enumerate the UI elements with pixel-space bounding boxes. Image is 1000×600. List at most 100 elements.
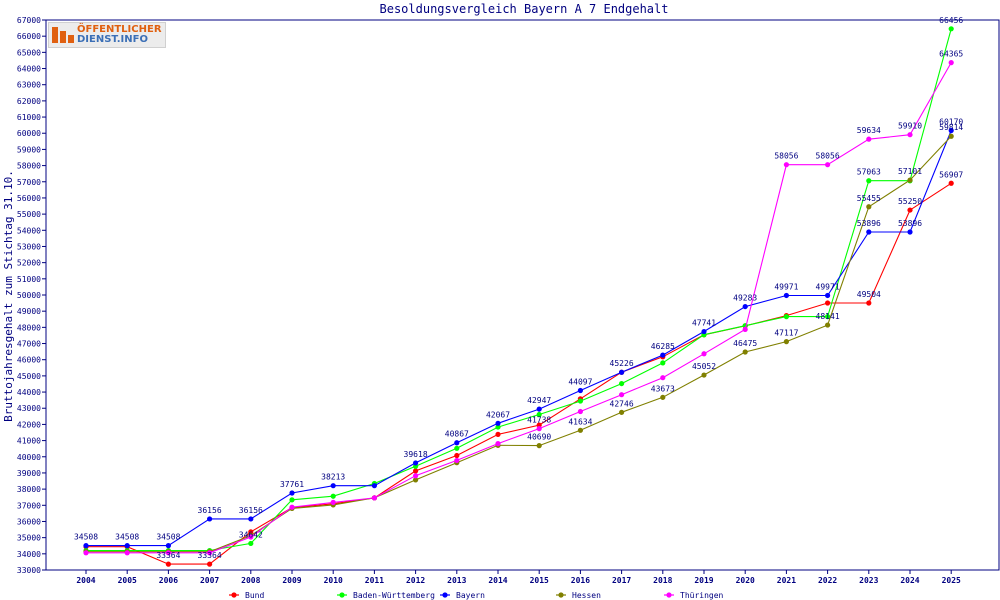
data-point-bund-2008: [248, 529, 254, 535]
data-label-hessen-2021: 47117: [774, 329, 798, 338]
data-point-th-ringen-2005: [124, 550, 130, 556]
data-label-hessen-2025: 59814: [939, 123, 963, 132]
data-label-bund-2025: 56907: [939, 170, 963, 179]
x-tick-label-2012: 2012: [406, 576, 425, 585]
x-tick-label-2020: 2020: [736, 576, 755, 585]
data-label-bayern-2025: 60170: [939, 117, 963, 126]
data-point-baden-w-rttemberg-2023: [866, 178, 872, 184]
data-point-th-ringen-2021: [783, 162, 790, 168]
data-label-bayern-2006: 34508: [156, 533, 180, 542]
data-point-bayern-2015: [536, 406, 542, 412]
data-point-bayern-2014: [495, 420, 501, 426]
data-point-hessen-2016: [577, 427, 584, 433]
data-point-bayern-2024: [907, 229, 913, 235]
x-tick-label-2006: 2006: [159, 576, 178, 585]
y-tick-label-61000: 61000: [17, 113, 41, 122]
data-label-hessen-2024: 57101: [898, 167, 922, 176]
y-tick-label-56000: 56000: [17, 194, 41, 203]
y-tick-label-58000: 58000: [17, 162, 41, 171]
data-label-bayern-2020: 49283: [733, 294, 757, 303]
data-label-hessen-2017: 42746: [610, 399, 634, 408]
data-label-bayern-2022: 49971: [816, 282, 840, 291]
y-tick-label-46000: 46000: [17, 356, 41, 365]
legend-swatch-bayern: [442, 592, 448, 598]
x-tick-label-2021: 2021: [777, 576, 796, 585]
data-point-baden-w-rttemberg-2015: [536, 411, 542, 418]
x-tick-label-2009: 2009: [282, 576, 301, 585]
data-point-bayern-2019: [701, 328, 707, 335]
data-point-hessen-2024: [907, 177, 913, 183]
data-point-th-ringen-2020: [742, 326, 748, 333]
y-tick-label-39000: 39000: [17, 469, 41, 478]
y-tick-label-35000: 35000: [17, 534, 41, 543]
data-point-baden-w-rttemberg-2009: [289, 497, 295, 503]
data-point-th-ringen-2017: [619, 392, 625, 398]
data-point-bayern-2023: [866, 229, 872, 235]
data-point-th-ringen-2022: [825, 162, 831, 168]
y-tick-label-45000: 45000: [17, 372, 41, 381]
data-point-bayern-2009: [289, 490, 295, 496]
legend-label-bund: Bund: [245, 591, 264, 600]
data-label-bayern-2012: 39618: [404, 450, 428, 459]
data-point-bund-2025: [948, 180, 954, 186]
data-point-bayern-2016: [577, 387, 584, 394]
data-label-bayern-2017: 45226: [610, 359, 634, 368]
series-line-baden-w-rttemberg: [86, 28, 952, 552]
data-label-bund-2023: 49504: [857, 290, 881, 299]
data-label-baden-w-rttemberg-2008: 34642: [239, 530, 263, 539]
data-point-th-ringen-2015: [536, 426, 542, 432]
data-point-th-ringen-2013: [454, 457, 460, 464]
x-tick-label-2010: 2010: [324, 576, 343, 585]
data-label-th-ringen-2015: 41738: [527, 416, 551, 425]
series-line-bayern: [86, 130, 952, 547]
legend-swatch-th-ringen: [666, 592, 672, 598]
chart-title: Besoldungsvergleich Bayern A 7 Endgehalt: [380, 2, 669, 16]
logo-text-line2: DIENST.INFO: [77, 34, 148, 45]
data-point-bayern-2004: [83, 543, 89, 549]
y-axis-label: Bruttojahresgehalt zum Stichtag 31.10.: [2, 170, 15, 422]
data-label-bayern-2004: 34508: [74, 533, 98, 542]
legend-swatch-baden-w-rttemberg: [339, 592, 345, 598]
x-tick-label-2005: 2005: [118, 576, 137, 585]
data-point-hessen-2023: [866, 204, 872, 210]
data-label-th-ringen-2025: 64365: [939, 50, 963, 59]
data-point-hessen-2019: [701, 372, 707, 378]
y-tick-label-49000: 49000: [17, 307, 41, 316]
legend-swatch-hessen: [558, 592, 564, 598]
y-tick-label-53000: 53000: [17, 242, 41, 251]
data-point-hessen-2012: [413, 477, 419, 483]
legend-label-th-ringen: Thüringen: [680, 591, 724, 600]
data-label-bayern-2013: 40867: [445, 430, 469, 439]
x-tick-label-2014: 2014: [488, 576, 507, 585]
data-label-hessen-2015: 40690: [527, 433, 551, 442]
data-label-hessen-2020: 46475: [733, 339, 757, 348]
x-tick-label-2018: 2018: [653, 576, 672, 585]
x-tick-label-2004: 2004: [76, 576, 95, 585]
data-point-hessen-2021: [783, 339, 790, 345]
y-tick-label-52000: 52000: [17, 259, 41, 268]
data-label-bayern-2018: 46285: [651, 342, 675, 351]
data-point-th-ringen-2024: [907, 132, 913, 138]
data-point-baden-w-rttemberg-2018: [660, 360, 666, 366]
legend-label-hessen: Hessen: [572, 591, 601, 600]
data-label-bayern-2005: 34508: [115, 533, 139, 542]
y-tick-label-38000: 38000: [17, 485, 41, 494]
data-point-baden-w-rttemberg-2016: [577, 398, 584, 404]
data-point-th-ringen-2009: [289, 504, 295, 510]
series-line-th-ringen: [86, 62, 952, 554]
data-point-hessen-2022: [825, 322, 831, 328]
y-tick-label-67000: 67000: [17, 16, 41, 25]
data-point-bayern-2020: [742, 303, 748, 310]
y-tick-label-50000: 50000: [17, 291, 41, 300]
data-point-th-ringen-2014: [495, 441, 501, 447]
data-label-bayern-2021: 49971: [774, 282, 798, 291]
data-point-bund-2022: [825, 300, 831, 306]
data-point-bayern-2021: [783, 292, 790, 299]
data-point-th-ringen-2019: [701, 351, 707, 357]
y-tick-label-51000: 51000: [17, 275, 41, 284]
data-label-hessen-2016: 41634: [568, 417, 592, 426]
data-point-baden-w-rttemberg-2008: [248, 540, 254, 547]
data-point-baden-w-rttemberg-2021: [783, 314, 790, 320]
data-label-bayern-2016: 44097: [568, 377, 592, 386]
data-point-bund-2012: [413, 468, 419, 474]
